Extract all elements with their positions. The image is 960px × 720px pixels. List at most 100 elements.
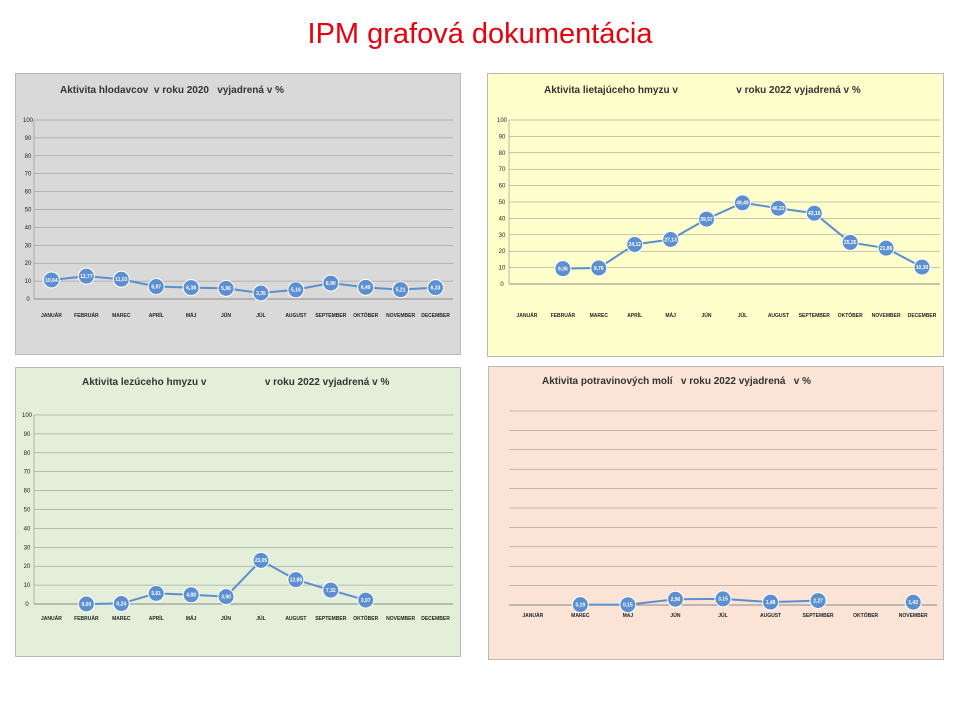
data-label: 3,35 [256,291,266,297]
chart-title-crawling-insects: Aktivita lezúceho hmyzu v v roku 2022 vy… [82,377,389,388]
x-tick-label: JÚL [738,312,747,319]
x-tick-label: OKTÓBER [353,311,378,319]
chart-panel-crawling-insects: Aktivita lezúceho hmyzu v v roku 2022 vy… [15,367,461,657]
data-point [554,260,572,278]
data-label: 25,35 [844,240,857,246]
y-tick-label: 50 [499,200,506,206]
data-point [252,551,270,569]
data-point [147,584,165,602]
x-tick-label: AUGUST [285,313,306,319]
data-point [904,593,922,611]
data-label: 49,49 [736,201,749,207]
data-label: 1,48 [766,600,776,606]
data-label: 27,13 [664,237,677,243]
x-tick-label: MÁJ [186,312,197,319]
data-point [287,571,305,589]
y-tick-label: 100 [23,118,34,124]
data-point [698,210,716,228]
data-point [182,586,200,604]
x-tick-label: APRÍL [149,614,164,622]
x-tick-label: MAREC [112,616,131,622]
page-title: IPM grafová dokumentácia [307,18,653,50]
y-tick-label: 60 [499,184,506,190]
x-tick-label: APRÍL [627,311,642,319]
data-point [809,592,827,610]
data-point [571,596,589,614]
x-tick-label: FEBRUÁR [551,312,576,319]
y-tick-label: 90 [24,432,31,438]
x-tick-label: MÁJ [186,615,197,622]
x-tick-label: JÚN [221,615,231,622]
data-point [42,271,60,289]
data-point [357,591,375,609]
x-tick-label: AUGUST [760,613,781,619]
y-tick-label: 70 [25,172,32,178]
data-point [714,590,732,608]
x-tick-label: SEPTEMBER [803,613,835,619]
x-tick-label: DECEMBER [908,313,937,319]
x-tick-label: OKTÓBER [853,611,878,619]
data-label: 2,27 [813,598,823,604]
data-point [762,593,780,611]
x-tick-label: SEPTEMBER [799,313,831,319]
data-label: 6,49 [361,285,371,291]
x-tick-label: JÚL [256,615,265,622]
x-tick-label: JANUÁR [517,312,538,319]
y-tick-label: 70 [499,167,506,173]
y-tick-label: 80 [25,154,32,160]
chart-title-rodents: Aktivita hlodavcov v roku 2020 vyjadrená… [60,85,284,96]
y-tick-label: 10 [24,583,31,589]
x-tick-label: JANUÁR [41,615,62,622]
data-label: 23,05 [255,558,268,564]
data-label: 24,12 [628,242,641,248]
y-tick-label: 90 [25,136,32,142]
y-tick-label: 100 [22,413,33,419]
x-tick-label: NOVEMBER [386,313,415,319]
x-tick-label: NOVEMBER [386,616,415,622]
data-point [733,194,751,212]
y-tick-label: 30 [25,243,32,249]
x-tick-label: JÚN [221,312,231,319]
data-label: 4,88 [186,593,196,599]
y-tick-label: 50 [25,208,32,214]
data-label: 9,76 [594,266,604,272]
data-label: 11,03 [115,277,127,283]
data-point [392,281,410,299]
y-tick-label: 30 [24,545,31,551]
data-label: 2,07 [361,598,371,604]
data-label: 0,15 [623,603,633,609]
data-label: 3,90 [221,594,231,600]
data-label: 0,19 [575,602,585,608]
data-label: 39,57 [700,217,713,223]
data-point [913,258,931,276]
data-label: 2,96 [671,597,681,603]
data-label: 7,32 [326,588,336,594]
x-tick-label: AUGUST [768,313,789,319]
data-label: 8,90 [326,281,336,287]
data-point [112,595,130,613]
chart-title-flying-insects: Aktivita lietajúceho hmyzu v v roku 2022… [544,85,861,96]
x-tick-label: DECEMBER [421,616,450,622]
data-label: 0,24 [116,601,126,607]
chart-title-food-moths: Aktivita potravinových molí v roku 2022 … [542,376,811,387]
data-point [147,278,165,296]
data-label: 5,96 [221,286,231,292]
data-label: 3,15 [718,597,728,603]
data-label: 43,16 [808,211,821,217]
x-tick-label: MAREC [590,313,609,319]
data-label: 12,77 [80,274,93,280]
y-tick-label: 30 [499,233,506,239]
data-label: 21,86 [880,246,893,252]
y-tick-label: 10 [499,266,506,272]
y-tick-label: 50 [24,508,31,514]
data-point [322,274,340,292]
y-tick-label: 40 [24,526,31,532]
x-tick-label: FEBRUÁR [74,312,99,319]
chart-panel-food-moths: Aktivita potravinových molí v roku 2022 … [488,366,944,660]
y-tick-label: 80 [24,451,31,457]
data-point [666,590,684,608]
y-tick-label: 40 [499,216,506,222]
data-point [77,595,95,613]
x-tick-label: OKTÓBER [838,311,863,319]
y-tick-label: 60 [25,190,32,196]
